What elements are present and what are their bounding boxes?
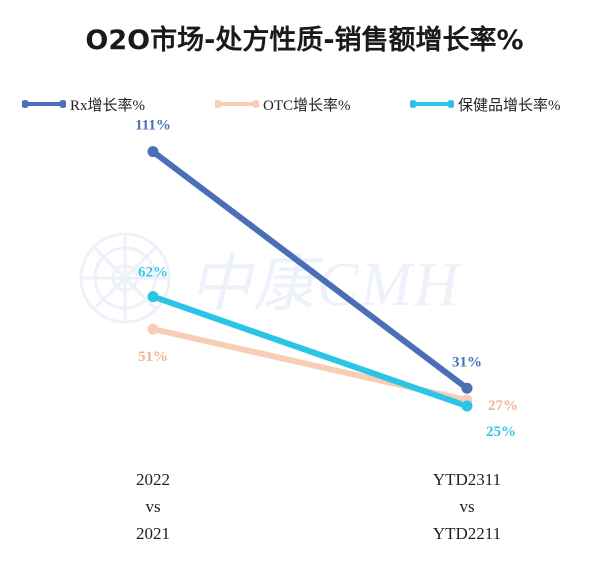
x-tick-label-1-line-3: YTD2211 (432, 524, 502, 543)
legend-swatch-otc (215, 100, 259, 108)
data-point-rx-1 (461, 382, 473, 394)
watermark-text: 中康CMH (189, 251, 461, 319)
data-label-otc-0: 51% (138, 349, 168, 365)
legend-label-rx: Rx增长率% (70, 97, 146, 114)
legend-swatch-rx (22, 100, 66, 108)
watermark-logo-icon (79, 232, 171, 324)
data-label-health-1: 25% (486, 424, 516, 440)
data-point-otc-0 (147, 323, 159, 335)
x-tick-label-1: YTD2311 vs YTD2211 (387, 466, 547, 547)
watermark: 中康CMH (75, 228, 461, 328)
x-tick-label-0: 2022 vs 2021 (73, 466, 233, 547)
data-label-health-0: 62% (138, 265, 168, 281)
data-label-rx-0: 111% (135, 118, 171, 134)
data-point-health-1 (461, 400, 473, 412)
data-label-otc-1: 27% (488, 398, 518, 414)
chart-title: O2O市场-处方性质-销售额增长率% (85, 25, 524, 56)
legend-swatch-health (410, 100, 454, 108)
series-line-health (150, 293, 470, 410)
data-point-health-0 (147, 291, 159, 303)
legend-label-health: 保健品增长率% (458, 97, 561, 114)
legend-item-otc: OTC增长率% (215, 92, 351, 116)
legend-label-otc: OTC增长率% (263, 97, 351, 114)
data-point-rx-0 (147, 146, 159, 158)
x-tick-label-1-line-2: vs (459, 497, 475, 516)
legend: Rx增长率% OTC增长率% 保健品增长率% (0, 92, 609, 116)
x-tick-label-0-line-2: vs (145, 497, 161, 516)
legend-item-health: 保健品增长率% (410, 92, 561, 116)
series-line-rx (150, 148, 470, 392)
legend-item-rx: Rx增长率% (22, 92, 145, 116)
x-tick-label-1-line-1: YTD2311 (432, 470, 502, 489)
x-tick-label-0-line-1: 2022 (136, 470, 170, 489)
x-tick-label-0-line-3: 2021 (136, 524, 170, 543)
data-label-rx-1: 31% (452, 354, 482, 370)
